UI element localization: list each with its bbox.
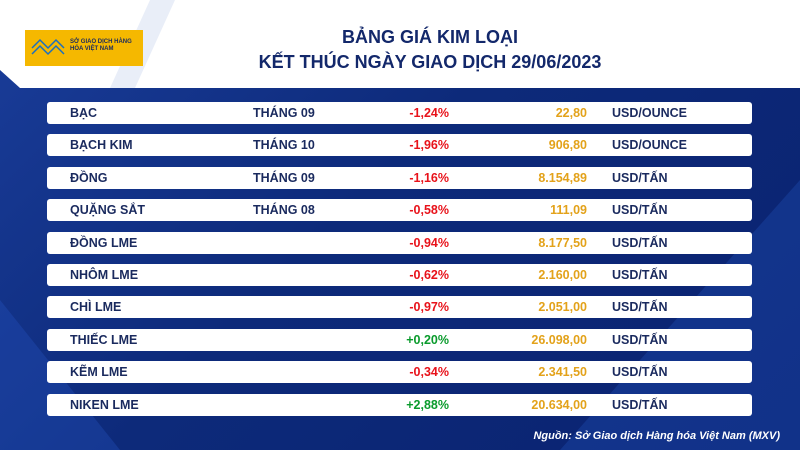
unit: USD/TẤN [612, 397, 668, 412]
unit: USD/OUNCE [612, 138, 688, 153]
contract-month: THÁNG 08 [253, 203, 315, 218]
metal-name: CHÌ LME [70, 300, 122, 315]
unit: USD/TẤN [612, 235, 668, 250]
metal-name: BẠC [70, 106, 98, 120]
table-row: NHÔM LME -0,62% 2.160,00 USD/TẤN [47, 264, 752, 286]
metal-name: NHÔM LME [70, 268, 139, 282]
contract-month: THÁNG 09 [253, 170, 315, 185]
table-row: BẠC THÁNG 09 -1,24% 22,80 USD/OUNCE [47, 102, 752, 124]
source-note: Nguồn: Sở Giao dịch Hàng hóa Việt Nam (M… [533, 430, 780, 442]
metal-name: THIẾC LME [70, 332, 138, 347]
unit: USD/TẤN [612, 170, 668, 185]
metal-name: KẼM LME [70, 365, 128, 380]
price: 2.051,00 [538, 300, 587, 315]
change-percent: +0,20% [406, 332, 449, 347]
table-row: THIẾC LME +0,20% 26.098,00 USD/TẤN [47, 328, 752, 351]
price: 8.177,50 [538, 235, 587, 250]
table-row: NIKEN LME +2,88% 20.634,00 USD/TẤN [47, 393, 752, 416]
unit: USD/TẤN [612, 300, 668, 315]
table-row: ĐỒNG LME -0,94% 8.177,50 USD/TẤN [47, 231, 752, 254]
price: 2.160,00 [538, 268, 587, 282]
table-row: KẼM LME -0,34% 2.341,50 USD/TẤN [47, 361, 752, 384]
change-percent: -0,94% [409, 235, 449, 250]
logo-text: SỞ GIAO DỊCH HÀNG HÓA VIỆT NAM [70, 39, 132, 52]
unit: USD/OUNCE [612, 106, 688, 120]
title-line: KẾT THÚC NGÀY GIAO DỊCH 29/06/2023 [258, 52, 602, 72]
change-percent: -0,58% [409, 203, 449, 218]
price: 111,09 [550, 203, 587, 218]
unit: USD/TẤN [612, 365, 668, 380]
change-percent: -1,16% [409, 170, 449, 185]
change-percent: -0,62% [409, 268, 449, 282]
price: 22,80 [555, 106, 587, 120]
price: 906,80 [548, 138, 587, 153]
change-percent: -0,34% [409, 365, 449, 380]
price: 26.098,00 [531, 332, 587, 347]
change-percent: -0,97% [409, 300, 449, 315]
price: 8.154,89 [538, 170, 587, 185]
table-row: CHÌ LME -0,97% 2.051,00 USD/TẤN [47, 296, 752, 319]
title-line: BẢNG GIÁ KIM LOẠI [342, 27, 518, 47]
metal-name: QUẶNG SẮT [70, 203, 145, 218]
table-row: ĐỒNG THÁNG 09 -1,16% 8.154,89 USD/TẤN [47, 166, 752, 189]
unit: USD/TẤN [612, 203, 668, 218]
table-row: QUẶNG SẮT THÁNG 08 -0,58% 111,09 USD/TẤN [47, 199, 752, 222]
unit: USD/TẤN [612, 332, 668, 347]
contract-month: THÁNG 09 [253, 106, 315, 120]
contract-month: THÁNG 10 [253, 138, 315, 153]
unit: USD/TẤN [612, 268, 668, 282]
metal-name: ĐỒNG [70, 170, 108, 185]
metal-name: BẠCH KIM [70, 138, 133, 153]
change-percent: -1,24% [409, 106, 449, 120]
metal-name: NIKEN LME [70, 397, 139, 412]
metal-name: ĐỒNG LME [70, 235, 138, 250]
table-row: BẠCH KIM THÁNG 10 -1,96% 906,80 USD/OUNCE [47, 134, 752, 157]
change-percent: +2,88% [406, 397, 449, 412]
price: 2.341,50 [538, 365, 587, 380]
change-percent: -1,96% [409, 138, 449, 153]
price: 20.634,00 [531, 397, 587, 412]
